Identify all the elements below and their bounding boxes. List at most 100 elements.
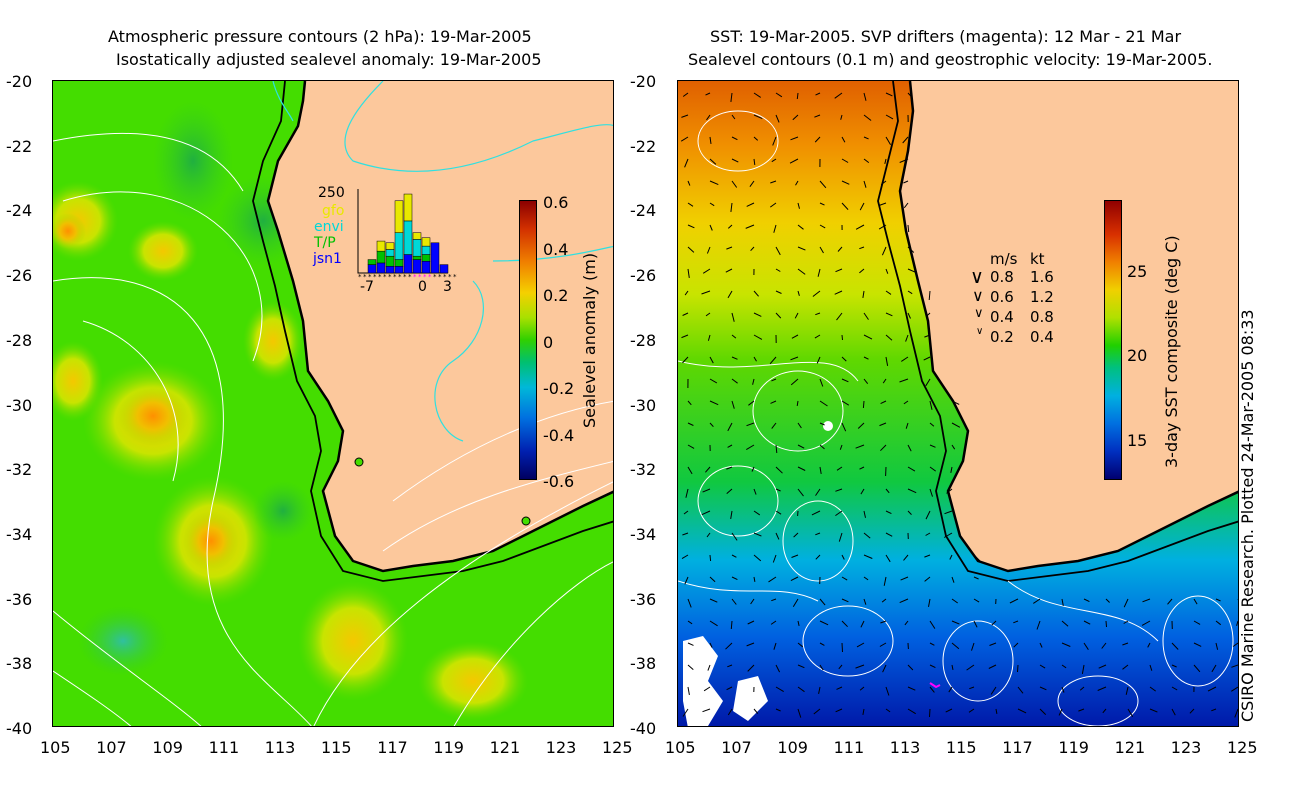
velocity-arrow — [973, 620, 978, 628]
velocity-arrow — [731, 114, 736, 120]
y-axis-tick: -26 — [630, 266, 657, 286]
velocity-arrow — [1105, 598, 1110, 603]
velocity-arrow — [796, 92, 799, 100]
x-axis-tick: 117 — [1002, 738, 1033, 757]
velocity-arrow — [841, 202, 849, 210]
inset-xtick-3: 3 — [443, 279, 452, 295]
velocity-arrow — [943, 532, 953, 538]
velocity-arrow — [775, 444, 778, 454]
inset-bar-jsn1 — [385, 266, 395, 274]
y-axis-tick: -40 — [6, 719, 33, 738]
sealevel-colorbar — [519, 200, 537, 480]
velocity-arrow — [1013, 620, 1019, 624]
x-axis-tick: 121 — [1114, 738, 1146, 757]
velocity-arrow — [819, 664, 824, 671]
altimeter-inset-chart: * * * * * * * * * * * * * * * * * * * * — [357, 189, 457, 281]
y-axis-tick: -32 — [630, 460, 657, 480]
velocity-arrow — [839, 444, 843, 450]
velocity-arrow — [709, 378, 718, 384]
velocity-arrow — [903, 400, 909, 405]
inset-xtick-neg7: -7 — [360, 279, 374, 295]
left-title-line2: Isostatically adjusted sealevel anomaly:… — [116, 50, 542, 69]
velocity-arrow — [951, 620, 960, 625]
velocity-arrow — [707, 334, 711, 341]
velocity-arrow — [834, 290, 843, 295]
velocity-arrow — [709, 400, 719, 406]
velocity-arrow — [902, 136, 909, 144]
velocity-arrow — [885, 312, 893, 317]
velocity-arrow — [855, 224, 865, 230]
velocity-arrow — [1081, 664, 1085, 674]
velocity-arrow — [883, 576, 887, 586]
velocity-arrow — [1171, 664, 1177, 668]
velocity-arrow — [687, 598, 692, 608]
velocity-arrow — [727, 708, 733, 716]
velocity-arrow — [726, 246, 733, 250]
velocity-arrow — [746, 444, 755, 451]
velocity-arrow — [1167, 598, 1173, 605]
inset-bar-gfo — [403, 193, 413, 222]
velocity-arrow — [705, 92, 711, 96]
australia-land — [900, 81, 1238, 571]
velocity-arrow — [819, 422, 825, 426]
velocity-arrow — [701, 290, 711, 295]
velocity-arrow — [750, 246, 755, 252]
velocity-arrow — [836, 686, 843, 690]
velocity-arrow — [1211, 708, 1217, 712]
inset-bar-tp — [376, 250, 386, 264]
x-axis-tick: 111 — [208, 738, 240, 757]
velocity-arrow — [841, 400, 850, 406]
velocity-arrow — [1058, 708, 1063, 716]
velocity-arrow — [819, 224, 826, 229]
velocity-arrow — [1017, 664, 1019, 673]
velocity-arrow — [731, 158, 739, 163]
velocity-arrow — [753, 312, 762, 317]
velocity-arrow — [860, 488, 865, 495]
tide-gauge-marker — [521, 516, 531, 526]
velocity-arrow — [907, 268, 917, 274]
velocity-arrow — [1193, 620, 1201, 625]
y-axis-tick: -20 — [6, 72, 33, 91]
velocity-arrow — [863, 576, 869, 581]
velocity-arrow — [701, 510, 711, 516]
velocity-arrow — [880, 620, 887, 624]
inset-bar-gfo — [421, 237, 431, 247]
velocity-arrow — [882, 378, 887, 384]
velocity-arrow — [885, 356, 889, 366]
velocity-arrow — [1211, 664, 1217, 673]
left-title-line1: Atmospheric pressure contours (2 hPa): 1… — [108, 27, 532, 46]
velocity-arrow — [794, 312, 799, 319]
velocity-arrow — [1234, 708, 1238, 718]
velocity-arrow — [951, 444, 956, 450]
velocity-arrow — [747, 664, 755, 672]
velocity-arrow — [903, 554, 909, 561]
velocity-arrow — [727, 224, 733, 229]
velocity-arrow — [790, 356, 799, 361]
velocity-arrow — [775, 92, 783, 98]
velocity-arrow — [775, 246, 781, 256]
velocity-arrow — [706, 246, 711, 254]
svp-drifter-track — [929, 682, 941, 689]
x-axis-tick: 105 — [665, 738, 696, 757]
velocity-arrow — [687, 246, 695, 253]
velocity-arrow — [1149, 686, 1156, 692]
velocity-arrow — [1231, 686, 1238, 692]
inset-ymax-label: 250 — [318, 185, 345, 201]
velocity-arrow — [1189, 708, 1195, 714]
velocity-arrow — [684, 576, 689, 585]
velocity-arrow — [817, 268, 821, 277]
y-axis-tick: -34 — [630, 524, 657, 544]
y-axis-tick: -20 — [630, 72, 657, 91]
velocity-arrow — [1083, 620, 1091, 625]
velocity-arrow — [841, 334, 843, 341]
velocity-arrow — [727, 664, 733, 668]
velocity-legend-header-kt: kt — [1030, 250, 1045, 268]
inset-track-marker: * — [443, 273, 447, 281]
velocity-arrow — [929, 488, 933, 497]
velocity-arrow — [680, 136, 689, 142]
velocity-arrow — [841, 576, 848, 581]
velocity-arrow — [991, 620, 997, 626]
velocity-arrow — [907, 510, 912, 515]
x-axis-tick: 115 — [946, 738, 977, 757]
x-axis-tick: 123 — [545, 738, 577, 757]
